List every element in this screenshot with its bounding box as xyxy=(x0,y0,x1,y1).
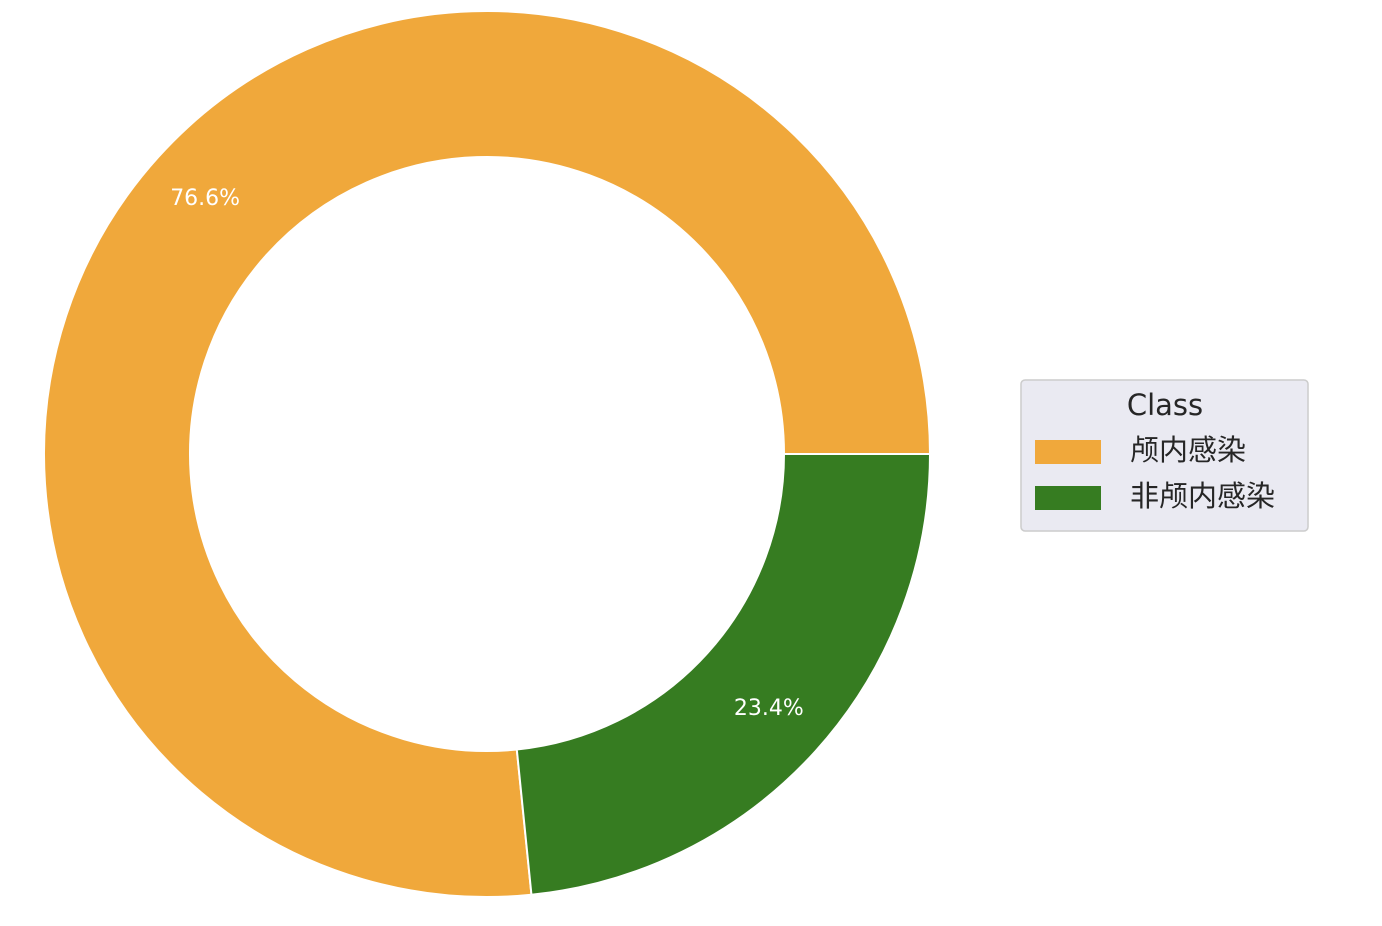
legend-label: 颅内感染 xyxy=(1130,433,1246,467)
legend-swatch xyxy=(1035,486,1101,510)
value-label: 23.4% xyxy=(734,696,804,721)
value-label: 76.6% xyxy=(170,186,240,211)
donut-slice xyxy=(43,10,932,898)
legend-label: 非颅内感染 xyxy=(1130,479,1275,513)
donut-slice xyxy=(515,453,932,896)
legend-title: Class xyxy=(1127,388,1203,422)
legend-swatch xyxy=(1035,440,1101,464)
